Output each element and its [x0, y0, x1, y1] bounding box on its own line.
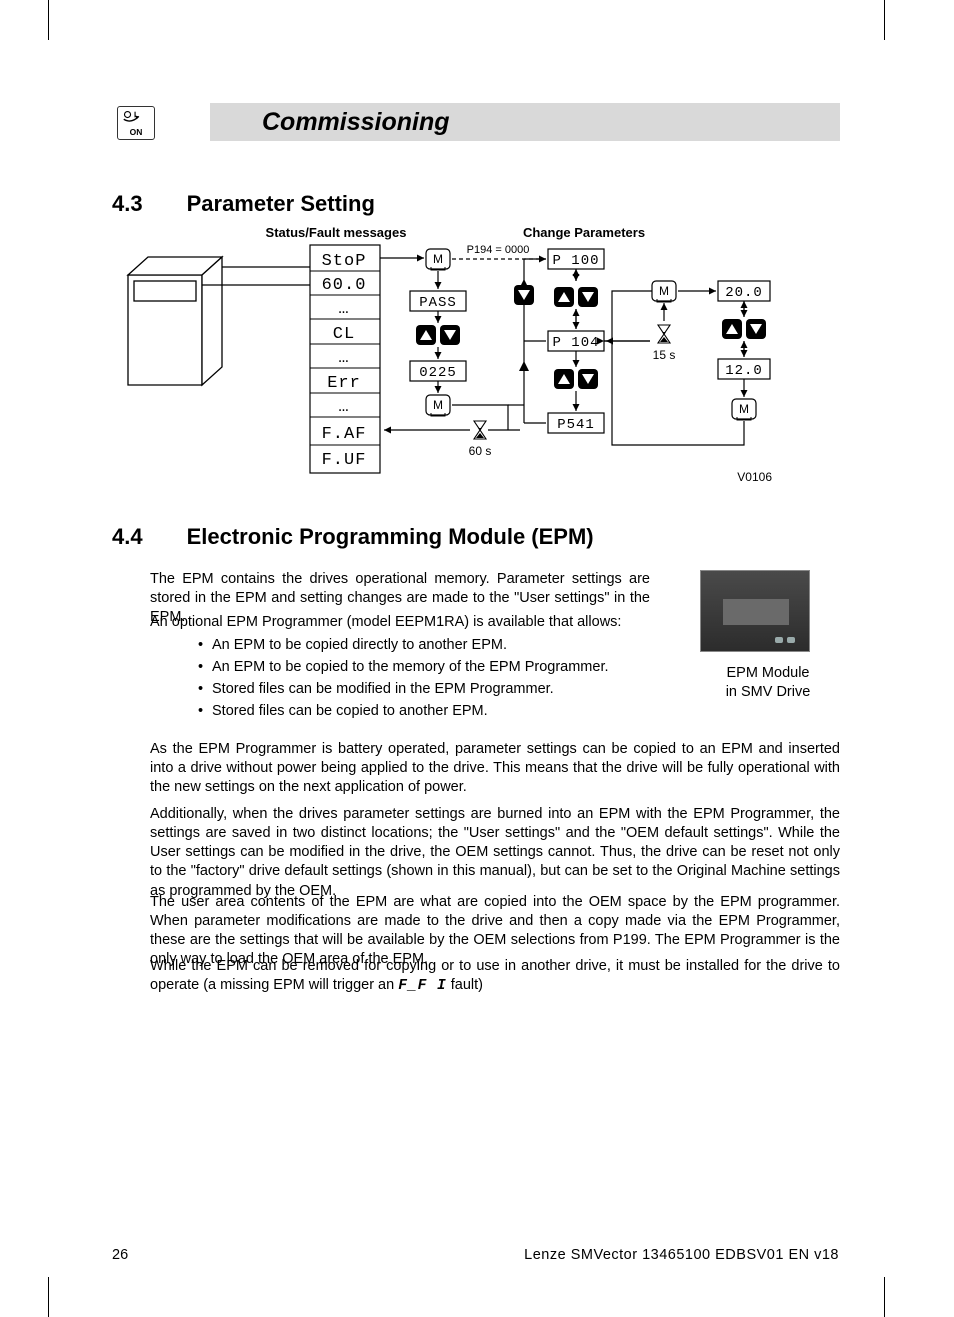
section-number: 4.4 [112, 524, 143, 550]
svg-text:CL: CL [333, 325, 355, 344]
crop-mark [48, 1277, 49, 1317]
svg-text:V0106: V0106 [737, 470, 772, 484]
svg-text:Change Parameters: Change Parameters [523, 225, 645, 240]
epm-caption: EPM Module in SMV Drive [698, 664, 838, 702]
svg-text:20.0: 20.0 [725, 285, 763, 301]
intro-paragraph-2: An optional EPM Programmer (model EEPM1R… [150, 613, 650, 632]
svg-text:PASS: PASS [419, 295, 457, 311]
section-title: Parameter Setting [187, 191, 375, 217]
paragraph: While the EPM can be removed for copying… [150, 957, 840, 996]
svg-text:…: … [338, 349, 349, 368]
svg-text:F.UF: F.UF [322, 451, 367, 470]
crop-mark [884, 1277, 885, 1317]
down-button-icon [514, 285, 534, 305]
up-button-icon [722, 319, 742, 339]
svg-text:0225: 0225 [419, 365, 457, 381]
list-item: An EPM to be copied directly to another … [198, 636, 698, 655]
list-item: Stored files can be copied to another EP… [198, 702, 698, 721]
list-item: An EPM to be copied to the memory of the… [198, 658, 698, 677]
switch-on-icon: ON [117, 106, 155, 140]
svg-text:P541: P541 [557, 417, 595, 433]
document-id: Lenze SMVector 13465100 EDBSV01 EN v18 [524, 1247, 839, 1263]
section-heading-4-3: 4.3 Parameter Setting [112, 191, 375, 217]
up-button-icon [416, 325, 436, 345]
svg-text:F.AF: F.AF [322, 425, 367, 444]
down-button-icon [578, 369, 598, 389]
up-button-icon [554, 369, 574, 389]
chapter-banner: Commissioning [210, 103, 840, 141]
m-button-icon [652, 281, 676, 302]
svg-text:Err: Err [327, 374, 361, 393]
paragraph: As the EPM Programmer is battery operate… [150, 740, 840, 797]
chapter-title: Commissioning [262, 108, 450, 137]
svg-text:P 100: P 100 [552, 253, 599, 269]
text-run: While the EPM can be removed for copying… [150, 958, 840, 993]
parameter-setting-diagram: Status/Fault messages Change Parameters … [112, 225, 840, 501]
svg-text:60.0: 60.0 [322, 276, 367, 295]
svg-text:StoP: StoP [322, 252, 367, 271]
svg-text:ON: ON [130, 127, 143, 137]
svg-text:60 s: 60 s [469, 444, 492, 458]
down-button-icon [440, 325, 460, 345]
list-item: Stored files can be modified in the EPM … [198, 680, 698, 699]
section-title: Electronic Programming Module (EPM) [187, 524, 594, 550]
svg-text:…: … [338, 300, 349, 319]
svg-text:…: … [338, 398, 349, 417]
svg-text:12.0: 12.0 [725, 363, 763, 379]
bullet-list: An EPM to be copied directly to another … [198, 636, 698, 725]
section-heading-4-4: 4.4 Electronic Programming Module (EPM) [112, 524, 594, 550]
page-number: 26 [112, 1247, 128, 1263]
text-run: fault) [447, 977, 483, 993]
section-number: 4.3 [112, 191, 143, 217]
down-button-icon [578, 287, 598, 307]
svg-text:15 s: 15 s [653, 348, 676, 362]
m-button-icon [732, 399, 756, 420]
fault-code: F_F I [398, 978, 447, 994]
drive-box-icon [128, 257, 222, 385]
svg-text:P194 = 0000: P194 = 0000 [467, 244, 530, 256]
crop-mark [48, 0, 49, 40]
down-button-icon [746, 319, 766, 339]
caption-line: in SMV Drive [726, 684, 811, 700]
svg-text:Status/Fault messages: Status/Fault messages [266, 225, 407, 240]
crop-mark [884, 0, 885, 40]
hourglass-icon [658, 325, 670, 343]
hourglass-icon [474, 421, 486, 439]
m-button-icon [426, 395, 450, 416]
epm-module-photo [700, 570, 810, 652]
m-button-icon [426, 249, 450, 270]
up-button-icon [554, 287, 574, 307]
page: ON Commissioning 4.3 Parameter Setting S… [0, 0, 954, 1317]
svg-text:P 104: P 104 [552, 335, 599, 351]
paragraph: Additionally, when the drives parameter … [150, 805, 840, 901]
caption-line: EPM Module [726, 665, 809, 681]
